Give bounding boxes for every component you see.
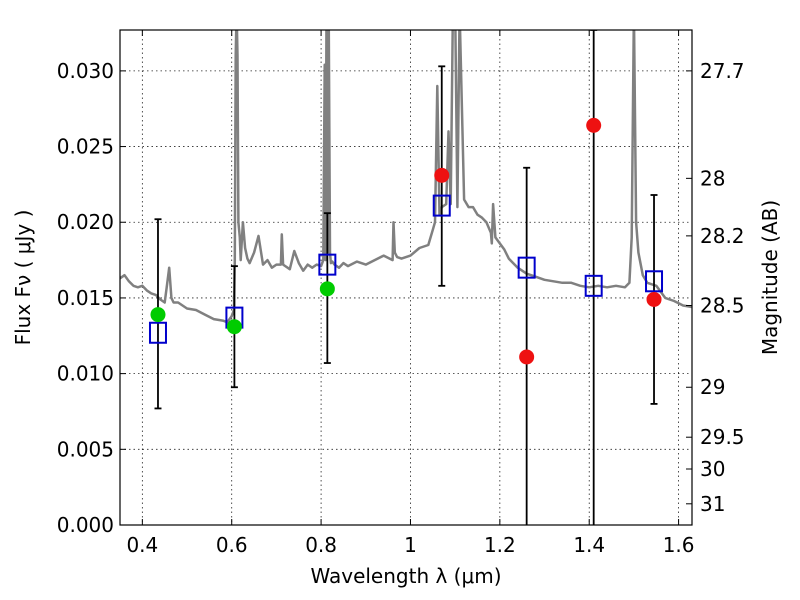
- upper-limit-marker: [519, 349, 535, 365]
- model-square-marker: [318, 253, 337, 276]
- y-tick-label: 0.005: [57, 437, 114, 461]
- upper-limit-marker: [586, 117, 602, 133]
- x-tick-label: 0.8: [305, 533, 337, 557]
- right-tick-label: 29.5: [700, 425, 745, 449]
- upper-limit-marker: [646, 291, 662, 307]
- model-square-marker: [517, 256, 536, 279]
- right-tick-label: 30: [700, 457, 725, 481]
- y-tick-label: 0.025: [57, 135, 114, 159]
- y-tick-label: 0.030: [57, 59, 114, 83]
- y-tick-label: 0.020: [57, 210, 114, 234]
- right-tick-label: 27.7: [700, 59, 745, 83]
- spectrum-layer: [120, 30, 692, 324]
- grid-layer: [120, 30, 692, 526]
- model-square-marker: [432, 194, 451, 217]
- right-tick-label: 28.2: [700, 224, 745, 248]
- plot-frame: [119, 29, 693, 526]
- right-axis-label: Magnitude (AB): [758, 200, 782, 355]
- model-square-marker: [645, 270, 664, 293]
- right-tick-label: 29: [700, 375, 725, 399]
- x-tick-label: 1.4: [573, 533, 605, 557]
- right-tick-label: 28.5: [700, 294, 745, 318]
- right-tick-label: 31: [700, 492, 725, 516]
- ticks-layer: 0.4 0.6 0.8 1 1.2 1.4 1.6 0.000 0.005 0.010 0.015 0…: [57, 30, 745, 557]
- x-tick-label: 1.2: [484, 533, 516, 557]
- x-tick-label: 1.6: [663, 533, 695, 557]
- y-tick-label: 0.010: [57, 362, 114, 386]
- x-tick-label: 0.4: [126, 533, 158, 557]
- detection-marker: [226, 319, 242, 335]
- y-axis-label: Flux Fν ( μJy ): [11, 210, 35, 346]
- detection-marker: [150, 307, 166, 323]
- x-axis-label: Wavelength λ (μm): [310, 564, 501, 588]
- right-tick-label: 28: [700, 166, 725, 190]
- y-tick-label: 0.000: [57, 513, 114, 537]
- detection-marker: [319, 281, 335, 297]
- model-square-marker: [584, 274, 603, 297]
- model-square-marker: [148, 321, 167, 344]
- y-tick-label: 0.015: [57, 286, 114, 310]
- x-tick-label: 1: [404, 533, 417, 557]
- spectrum-line: [120, 30, 692, 324]
- points-layer: [148, 30, 664, 525]
- upper-limit-marker: [434, 167, 450, 183]
- x-tick-label: 0.6: [216, 533, 248, 557]
